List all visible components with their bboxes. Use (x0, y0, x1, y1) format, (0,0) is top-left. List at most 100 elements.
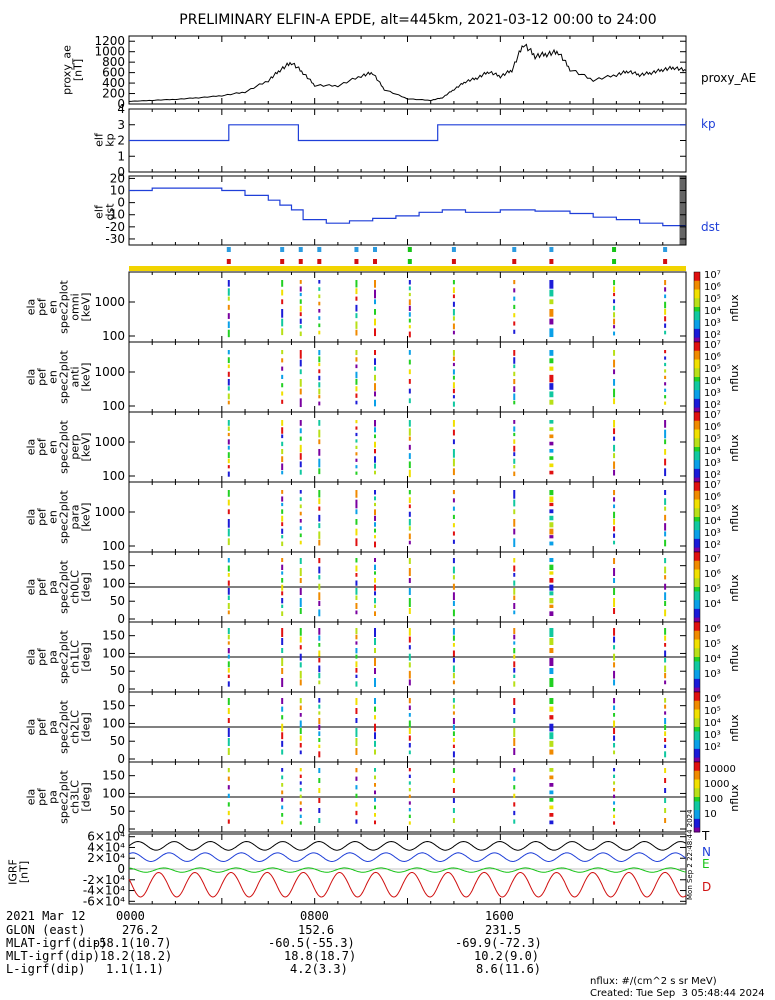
energy-spec-1-zone-strip (452, 362, 455, 367)
energy-spec-0-zone-strip (408, 305, 411, 311)
energy-spec-3-zone-strip (613, 490, 616, 496)
pitch-spec-1-zone-strip (281, 638, 284, 645)
energy-spec-2-zone-strip (299, 469, 302, 475)
pitch-spec-2-zone-strip (318, 698, 321, 703)
energy-colorbar-2-segment (694, 442, 700, 448)
igrf-ytick-label: 6×10⁴ (87, 830, 125, 844)
energy-spec-2-zone-strip (613, 444, 616, 452)
energy-spec-3-zone-strip (549, 509, 554, 514)
pitch-spec-0-zone-strip (452, 575, 455, 580)
pitch-spec-0-zone-strip (613, 568, 616, 576)
energy-colorbar-1-segment (694, 403, 700, 409)
energy-spec-3-zone-strip (299, 490, 302, 494)
energy-spec-0-ylabel: ela (25, 299, 38, 316)
pitch-spec-2-zone-strip (374, 740, 377, 747)
energy-spec-2-zone-strip (227, 465, 230, 469)
pitch-spec-2-zone-strip (408, 698, 411, 704)
energy-spec-0-zone-strip (318, 287, 321, 291)
energy-spec-2-zone-strip (374, 470, 377, 475)
proxy-ae-line (128, 43, 687, 102)
energy-spec-1-zone-strip (281, 383, 284, 388)
pitch-spec-2-zone-strip (664, 744, 667, 748)
pitch-spec-0-zone-strip (613, 588, 616, 595)
pitch-spec-2-zone-strip (664, 698, 667, 703)
pitch-colorbar-3-segment (694, 770, 700, 776)
pitch-spec-0-zone-strip (513, 580, 516, 586)
energy-colorbar-3-segment (694, 495, 700, 500)
energy-spec-2-zone-strip (613, 436, 616, 441)
energy-spec-3-zone-strip (299, 540, 302, 545)
ephem-row-2-c2: -60.5(-55.3) (268, 936, 355, 950)
pitch-colorbar-2-segment (694, 709, 700, 715)
pitch-spec-0-zone-strip (281, 578, 284, 583)
pitch-spec-1-zone-strip (408, 636, 411, 643)
igrf-ytick-label: -4×10⁴ (83, 884, 125, 898)
energy-colorbar-1-segment (694, 407, 700, 413)
igrf-ytick-label: 4×10⁴ (87, 840, 125, 854)
energy-colorbar-2-tick: 10⁶ (704, 422, 721, 433)
pitch-spec-3-zone-strip (549, 768, 554, 772)
energy-spec-3-zone-strip (299, 533, 302, 538)
energy-spec-2-zone-strip (549, 441, 554, 446)
pitch-colorbar-2-tick: 10⁵ (704, 706, 721, 717)
energy-spec-0-zone-strip (452, 330, 455, 335)
energy-colorbar-2-tick: 10⁵ (704, 434, 721, 445)
energy-spec-3-zone-strip (549, 528, 554, 535)
pitch-spec-1-zone-strip (374, 628, 377, 637)
pitch-spec-2-zone-strip (318, 738, 321, 742)
energy-spec-2-zone-strip (664, 458, 667, 466)
kp-ylabel: elf (93, 132, 106, 147)
pitch-spec-1-zone-strip (408, 628, 411, 636)
energy-spec-0-zone-strip (374, 289, 377, 299)
dst-ytick-label: -10 (105, 208, 125, 222)
zone-marker-top (280, 247, 285, 252)
pitch-spec-0-zone-strip (513, 565, 516, 572)
pitch-spec-2-zone-strip (299, 750, 302, 755)
pitch-spec-3-zone-strip (374, 783, 377, 787)
pitch-spec-0-zone-strip (613, 558, 616, 564)
pitch-spec-0-zone-strip (374, 578, 377, 583)
energy-spec-2-zone-strip (281, 456, 284, 463)
pitch-spec-0-zone-strip (664, 583, 667, 590)
energy-colorbar-1-segment (694, 355, 700, 360)
pitch-spec-3-zone-strip (318, 778, 321, 783)
pitch-colorbar-3-segment (694, 779, 700, 785)
energy-spec-3-zone-strip (355, 519, 358, 525)
igrf-legend-D: D (702, 880, 711, 894)
energy-colorbar-2-segment (694, 464, 700, 470)
pitch-spec-3-zone-strip (513, 810, 516, 816)
pitch-spec-0-zone-strip (355, 595, 358, 600)
pitch-spec-1-zone-strip (355, 668, 358, 673)
energy-spec-0-zone-strip (281, 318, 284, 327)
energy-spec-0-zone-strip (513, 313, 516, 318)
energy-spec-2-zone-strip (281, 434, 284, 439)
proxy-ae-right-label: proxy_AE (701, 71, 756, 85)
energy-spec-3-zone-strip (664, 490, 667, 495)
pitch-spec-1-zone-strip (318, 665, 321, 673)
energy-spec-1-zone-strip (299, 369, 302, 375)
energy-colorbar-3-tick: 10⁶ (704, 492, 721, 503)
energy-colorbar-2-tick: 10⁴ (704, 446, 721, 457)
pitch-spec-2-ylabel: ela (25, 719, 38, 736)
pitch-spec-3-zone-strip (318, 788, 321, 793)
energy-spec-1-zone-strip (513, 357, 516, 364)
pitch-spec-0-zone-strip (374, 604, 377, 608)
igrf-legend-T: T (701, 829, 710, 843)
pitch-spec-0-zone-strip (374, 598, 377, 604)
pitch-colorbar-3-segment (694, 818, 700, 824)
energy-spec-2-zone-strip (452, 429, 455, 436)
pitch-spec-3-zone-strip (299, 814, 302, 818)
energy-spec-1-zone-strip (227, 350, 230, 355)
energy-spec-0-zone-strip (281, 309, 284, 318)
energy-spec-1-zone-strip (664, 369, 667, 373)
energy-spec-1-zone-strip (549, 366, 554, 371)
igrf-legend-E: E (702, 857, 710, 871)
energy-spec-2-zone-strip (664, 449, 667, 455)
energy-spec-1-ytick-label: 100 (102, 399, 125, 413)
pitch-spec-3-zone-strip (613, 788, 616, 792)
pitch-spec-2-zone-strip (613, 750, 616, 755)
energy-spec-2-ylabel: pef (36, 437, 49, 456)
pitch-spec-3-zone-strip (452, 788, 455, 793)
energy-spec-2-zone-strip (513, 452, 516, 457)
pitch-spec-3-zone-strip (299, 774, 302, 778)
